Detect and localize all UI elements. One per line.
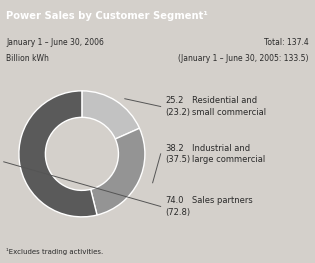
Text: (37.5): (37.5) xyxy=(165,155,191,164)
Text: Sales partners: Sales partners xyxy=(192,196,253,205)
Text: Total: 137.4: Total: 137.4 xyxy=(264,38,309,47)
Text: Industrial and: Industrial and xyxy=(192,144,250,153)
Text: 25.2: 25.2 xyxy=(165,96,184,105)
Text: 74.0: 74.0 xyxy=(165,196,184,205)
Text: ¹Excludes trading activities.: ¹Excludes trading activities. xyxy=(6,248,104,255)
Text: 38.2: 38.2 xyxy=(165,144,184,153)
Text: January 1 – June 30, 2006: January 1 – June 30, 2006 xyxy=(6,38,104,47)
Wedge shape xyxy=(82,91,140,139)
Text: Residential and: Residential and xyxy=(192,96,257,105)
Wedge shape xyxy=(19,91,97,217)
Text: Power Sales by Customer Segment¹: Power Sales by Customer Segment¹ xyxy=(6,11,208,22)
Text: large commercial: large commercial xyxy=(192,155,266,164)
Text: Billion kWh: Billion kWh xyxy=(6,54,49,63)
Text: (72.8): (72.8) xyxy=(165,208,191,217)
Text: small commercial: small commercial xyxy=(192,108,266,117)
Wedge shape xyxy=(91,128,145,215)
Text: (January 1 – June 30, 2005: 133.5): (January 1 – June 30, 2005: 133.5) xyxy=(178,54,309,63)
Text: (23.2): (23.2) xyxy=(165,108,190,117)
